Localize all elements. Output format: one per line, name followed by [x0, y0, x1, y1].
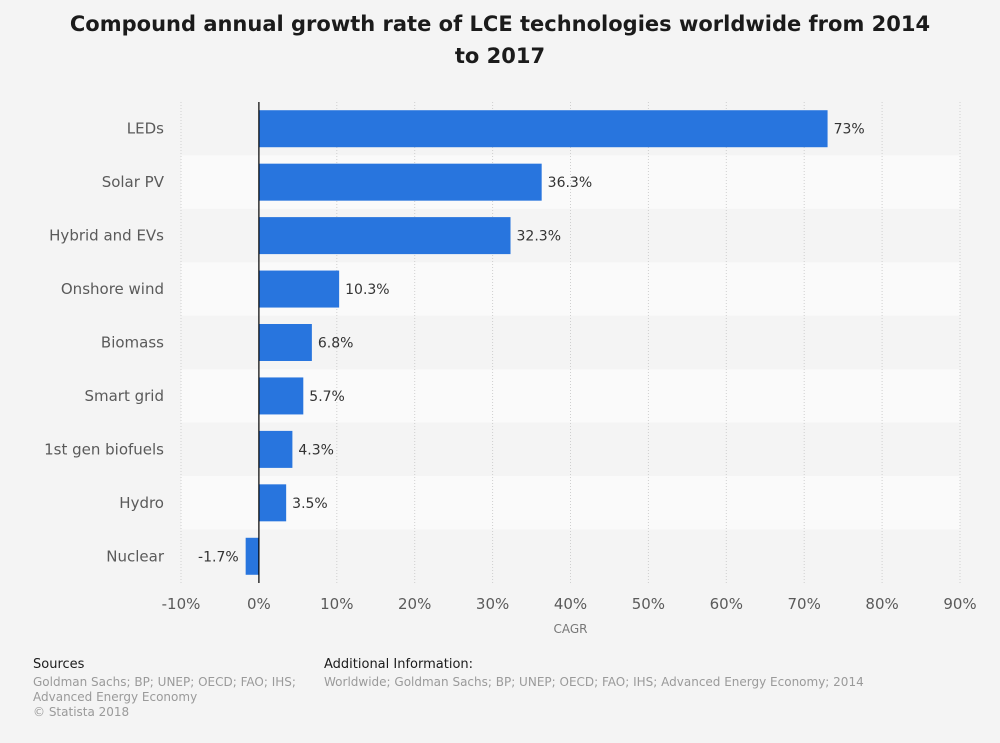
x-tick-label: 80% [865, 595, 898, 613]
x-tick-label: 20% [398, 595, 431, 613]
copyright-line: © Statista 2018 [33, 705, 130, 719]
sources-heading: Sources [33, 657, 85, 672]
gridlines [180, 102, 961, 583]
value-label: 6.8% [318, 336, 354, 352]
bar[interactable] [258, 484, 287, 522]
value-label: 10.3% [345, 282, 389, 298]
category-label: Onshore wind [61, 280, 164, 298]
value-label: 32.3% [517, 229, 561, 245]
x-tick-labels: -10% 0% 10% 20% 30% 40% 50% 60% 70% 80% 90% [162, 595, 977, 613]
value-label: 36.3% [548, 175, 592, 191]
additional-info-heading: Additional Information: [324, 657, 474, 672]
x-tick-label: 60% [710, 595, 743, 613]
category-label: Biomass [101, 334, 164, 352]
row-band [181, 476, 960, 530]
bar[interactable] [258, 430, 293, 468]
bar[interactable] [245, 537, 259, 575]
value-label: -1.7% [198, 549, 239, 565]
category-label: Smart grid [84, 387, 164, 405]
category-labels: LEDs Solar PV Hybrid and EVs Onshore wind Bi… [44, 120, 165, 566]
category-label: Solar PV [102, 173, 165, 191]
x-tick-label: 50% [632, 595, 665, 613]
chart-title: Compound annual growth rate of LCE techn… [69, 12, 931, 68]
additional-info-text: Worldwide; Goldman Sachs; BP; UNEP; OECD… [324, 675, 864, 689]
x-tick-label: 10% [320, 595, 353, 613]
category-label: Hybrid and EVs [49, 227, 164, 245]
bar[interactable] [258, 217, 511, 255]
x-tick-label: 0% [247, 595, 271, 613]
x-tick-label: 30% [476, 595, 509, 613]
value-label: 4.3% [298, 442, 334, 458]
bar[interactable] [258, 324, 312, 361]
sources-line: Advanced Energy Economy [33, 690, 198, 704]
category-label: Nuclear [106, 547, 165, 565]
category-label: Hydro [119, 494, 164, 512]
x-tick-label: 40% [554, 595, 587, 613]
value-label: 73% [834, 122, 865, 138]
row-band [181, 422, 960, 477]
value-label: 3.5% [292, 496, 328, 512]
row-band [181, 529, 960, 583]
x-axis-title: CAGR [553, 622, 587, 636]
bar[interactable] [258, 377, 304, 415]
value-label: 5.7% [309, 389, 345, 405]
bar[interactable] [258, 270, 340, 308]
x-tick-label: 90% [943, 595, 976, 613]
bar[interactable] [258, 163, 542, 201]
bar[interactable] [258, 110, 828, 148]
bars [245, 110, 828, 575]
sources-text: Goldman Sachs; BP; UNEP; OECD; FAO; IHS;… [33, 675, 296, 720]
value-labels: 73% 36.3% 32.3% 10.3% 6.8% 5.7% 4.3% 3.5% -1.7% [198, 122, 865, 566]
sources-line: Goldman Sachs; BP; UNEP; OECD; FAO; IHS; [33, 675, 296, 689]
x-tick-label: -10% [162, 595, 201, 613]
category-label: 1st gen biofuels [44, 440, 164, 458]
x-tick-label: 70% [788, 595, 821, 613]
category-label: LEDs [127, 120, 164, 138]
